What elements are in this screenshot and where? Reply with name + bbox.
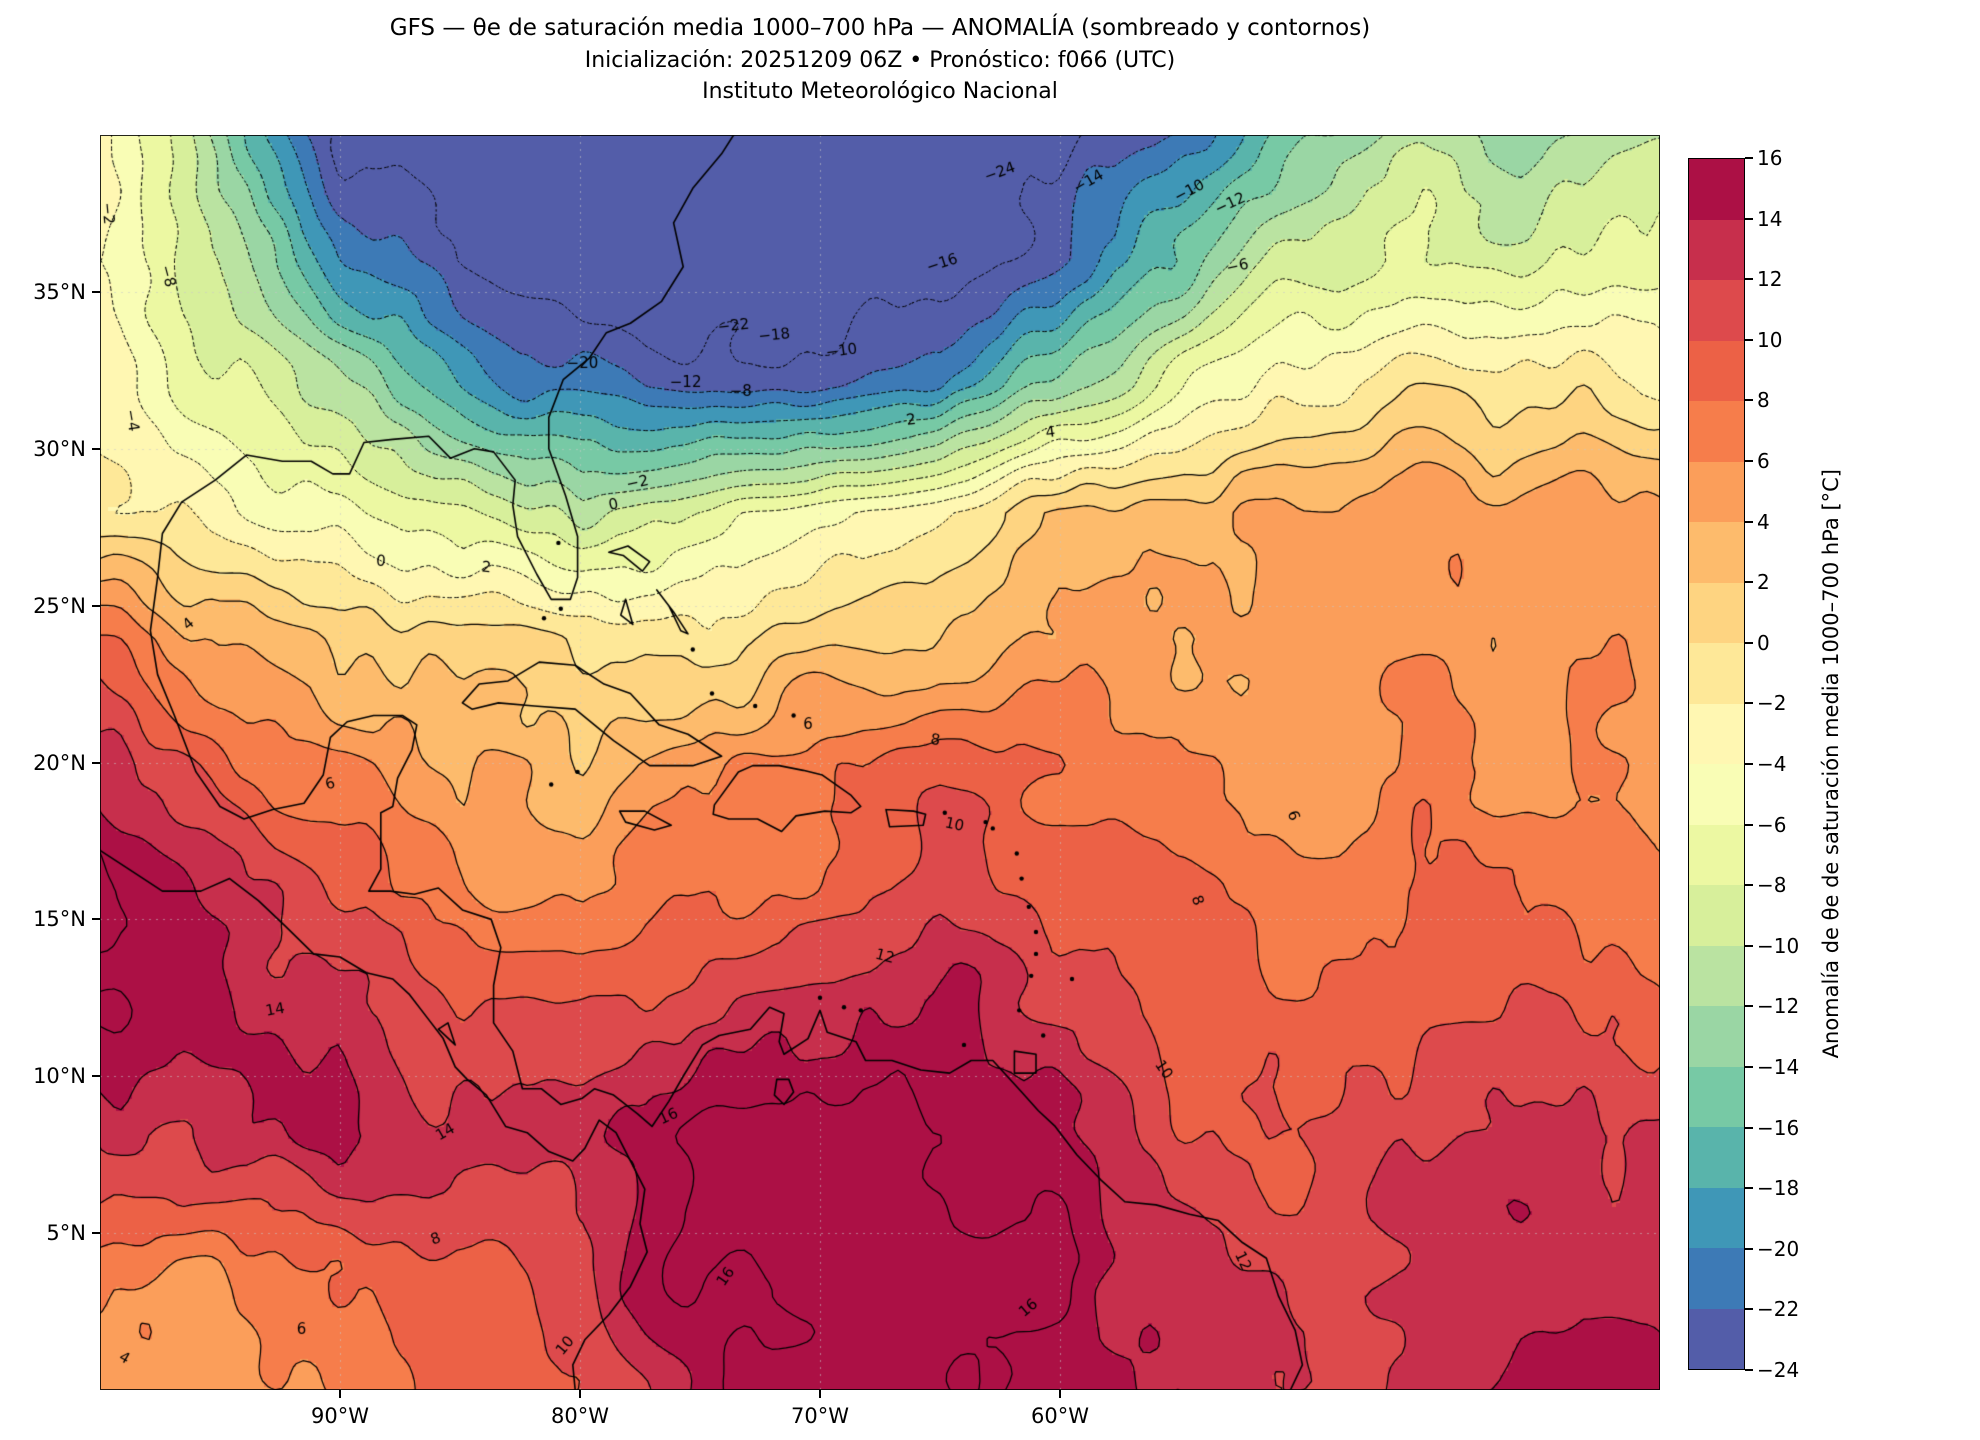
x-tick-label: 80°W: [551, 1404, 609, 1428]
colorbar-cell: [1689, 1006, 1744, 1067]
title-block: GFS — θe de saturación media 1000–700 hP…: [100, 12, 1660, 107]
x-tick-label: 70°W: [791, 1404, 849, 1428]
colorbar-tick-mark: [1745, 823, 1753, 826]
colorbar-cell: [1689, 582, 1744, 643]
colorbar-tick-label: −14: [1757, 1055, 1800, 1079]
colorbar-tick-mark: [1745, 217, 1753, 220]
colorbar-tick-label: −12: [1757, 994, 1800, 1019]
colorbar-cell: [1689, 764, 1744, 825]
colorbar-label-wrap: Anomalía de θe de saturación media 1000–…: [1808, 158, 1854, 1370]
colorbar-cell: [1689, 1248, 1744, 1309]
colorbar-label: Anomalía de θe de saturación media 1000–…: [1819, 469, 1843, 1059]
x-tick-mark: [819, 1390, 821, 1398]
y-tick-label: 20°N: [33, 750, 86, 775]
colorbar-tick-label: −18: [1757, 1176, 1800, 1201]
colorbar-tick-mark: [1745, 338, 1753, 341]
y-tick-mark: [92, 447, 100, 450]
colorbar-cell: [1689, 643, 1744, 704]
colorbar-cell: [1689, 885, 1744, 946]
map-plot: 35°N 30°N 25°N 20°N 15°N 10°N 5°N 90°W 80°W 70°W 6…: [33, 135, 1660, 1428]
colorbar-tick-mark: [1745, 278, 1753, 281]
colorbar-tick-mark: [1745, 460, 1753, 462]
colorbar-tick-mark: [1745, 581, 1753, 584]
colorbar-tick-mark: [1745, 884, 1753, 887]
colorbar-tick-mark: [1745, 944, 1753, 947]
colorbar-tick-label: 16: [1757, 146, 1783, 170]
colorbar-tick-mark: [1745, 1066, 1753, 1068]
x-tick-mark: [339, 1390, 341, 1398]
colorbar-tick-mark: [1745, 1369, 1753, 1371]
colorbar-cell: [1689, 945, 1744, 1006]
colorbar-cell: [1689, 824, 1744, 885]
colorbar-tick-label: −22: [1757, 1297, 1800, 1322]
colorbar-tick-label: 0: [1757, 630, 1770, 655]
colorbar-tick-mark: [1745, 157, 1753, 159]
colorbar-tick-label: −2: [1757, 691, 1787, 716]
chart-institution: Instituto Meteorológico Nacional: [702, 79, 1058, 104]
colorbar-cell: [1689, 1308, 1744, 1369]
colorbar-tick-label: 2: [1757, 570, 1770, 595]
colorbar-tick-label: 14: [1757, 206, 1783, 231]
colorbar-cell: [1689, 340, 1744, 401]
colorbar-tick-label: −16: [1757, 1115, 1800, 1140]
y-tick-label: 30°N: [33, 436, 86, 461]
y-tick-mark: [92, 604, 100, 607]
y-tick-label: 15°N: [33, 907, 86, 932]
colorbar-tick-mark: [1745, 1308, 1753, 1311]
colorbar-tick-mark: [1745, 1126, 1753, 1129]
y-tick-mark: [92, 290, 100, 293]
y-tick-label: 25°N: [33, 593, 86, 618]
colorbar-tick-mark: [1745, 1005, 1753, 1008]
colorbar-cell: [1689, 1127, 1744, 1188]
colorbar: 16 14 12 10 8 6 4 2 0 −2 −4 −6 −8 −10 −12 −14 −16 −18 −20 −…: [1688, 146, 1799, 1382]
colorbar-cell: [1689, 280, 1744, 341]
colorbar-tick-label: 8: [1757, 388, 1770, 413]
y-tick-label: 10°N: [33, 1064, 86, 1089]
colorbar-tick-label: −20: [1757, 1236, 1800, 1261]
colorbar-tick-mark: [1745, 1247, 1753, 1250]
colorbar-cell: [1689, 703, 1744, 764]
colorbar-tick-label: 12: [1757, 267, 1783, 292]
colorbar-cell: [1689, 159, 1744, 220]
colorbar-tick-label: −6: [1757, 812, 1787, 837]
colorbar-tick-mark: [1745, 763, 1753, 765]
colorbar-tick-mark: [1745, 641, 1753, 644]
y-tick-label: 5°N: [46, 1221, 86, 1246]
map-canvas: [100, 135, 1660, 1390]
colorbar-cells: [1688, 158, 1745, 1370]
colorbar-cell: [1689, 401, 1744, 462]
colorbar-tick-label: −10: [1757, 933, 1800, 958]
colorbar-cell: [1689, 461, 1744, 522]
colorbar-tick-mark: [1745, 702, 1753, 705]
colorbar-tick-label: −24: [1757, 1358, 1800, 1382]
x-tick-mark: [579, 1390, 581, 1398]
y-tick-mark: [92, 761, 100, 764]
colorbar-cell: [1689, 1066, 1744, 1127]
colorbar-cell: [1689, 1187, 1744, 1248]
x-tick-label: 60°W: [1031, 1404, 1089, 1428]
y-tick-mark: [92, 1075, 100, 1078]
colorbar-tick-label: 6: [1757, 449, 1770, 473]
colorbar-cell: [1689, 219, 1744, 280]
colorbar-tick-label: −4: [1757, 752, 1787, 776]
y-tick-mark: [92, 918, 100, 921]
colorbar-cell: [1689, 522, 1744, 583]
y-tick-mark: [92, 1232, 100, 1235]
colorbar-tick-mark: [1745, 520, 1753, 523]
x-tick-label: 90°W: [311, 1404, 369, 1428]
y-tick-label: 35°N: [33, 279, 86, 304]
chart-title: GFS — θe de saturación media 1000–700 hP…: [389, 15, 1371, 41]
colorbar-tick-mark: [1745, 1187, 1753, 1190]
chart-subtitle: Inicialización: 20251209 06Z • Pronóstic…: [584, 48, 1176, 73]
x-tick-mark: [1059, 1390, 1061, 1398]
colorbar-tick-label: 10: [1757, 327, 1783, 352]
colorbar-tick-mark: [1745, 399, 1753, 402]
colorbar-tick-label: −8: [1757, 873, 1787, 898]
colorbar-tick-label: 4: [1757, 509, 1770, 534]
